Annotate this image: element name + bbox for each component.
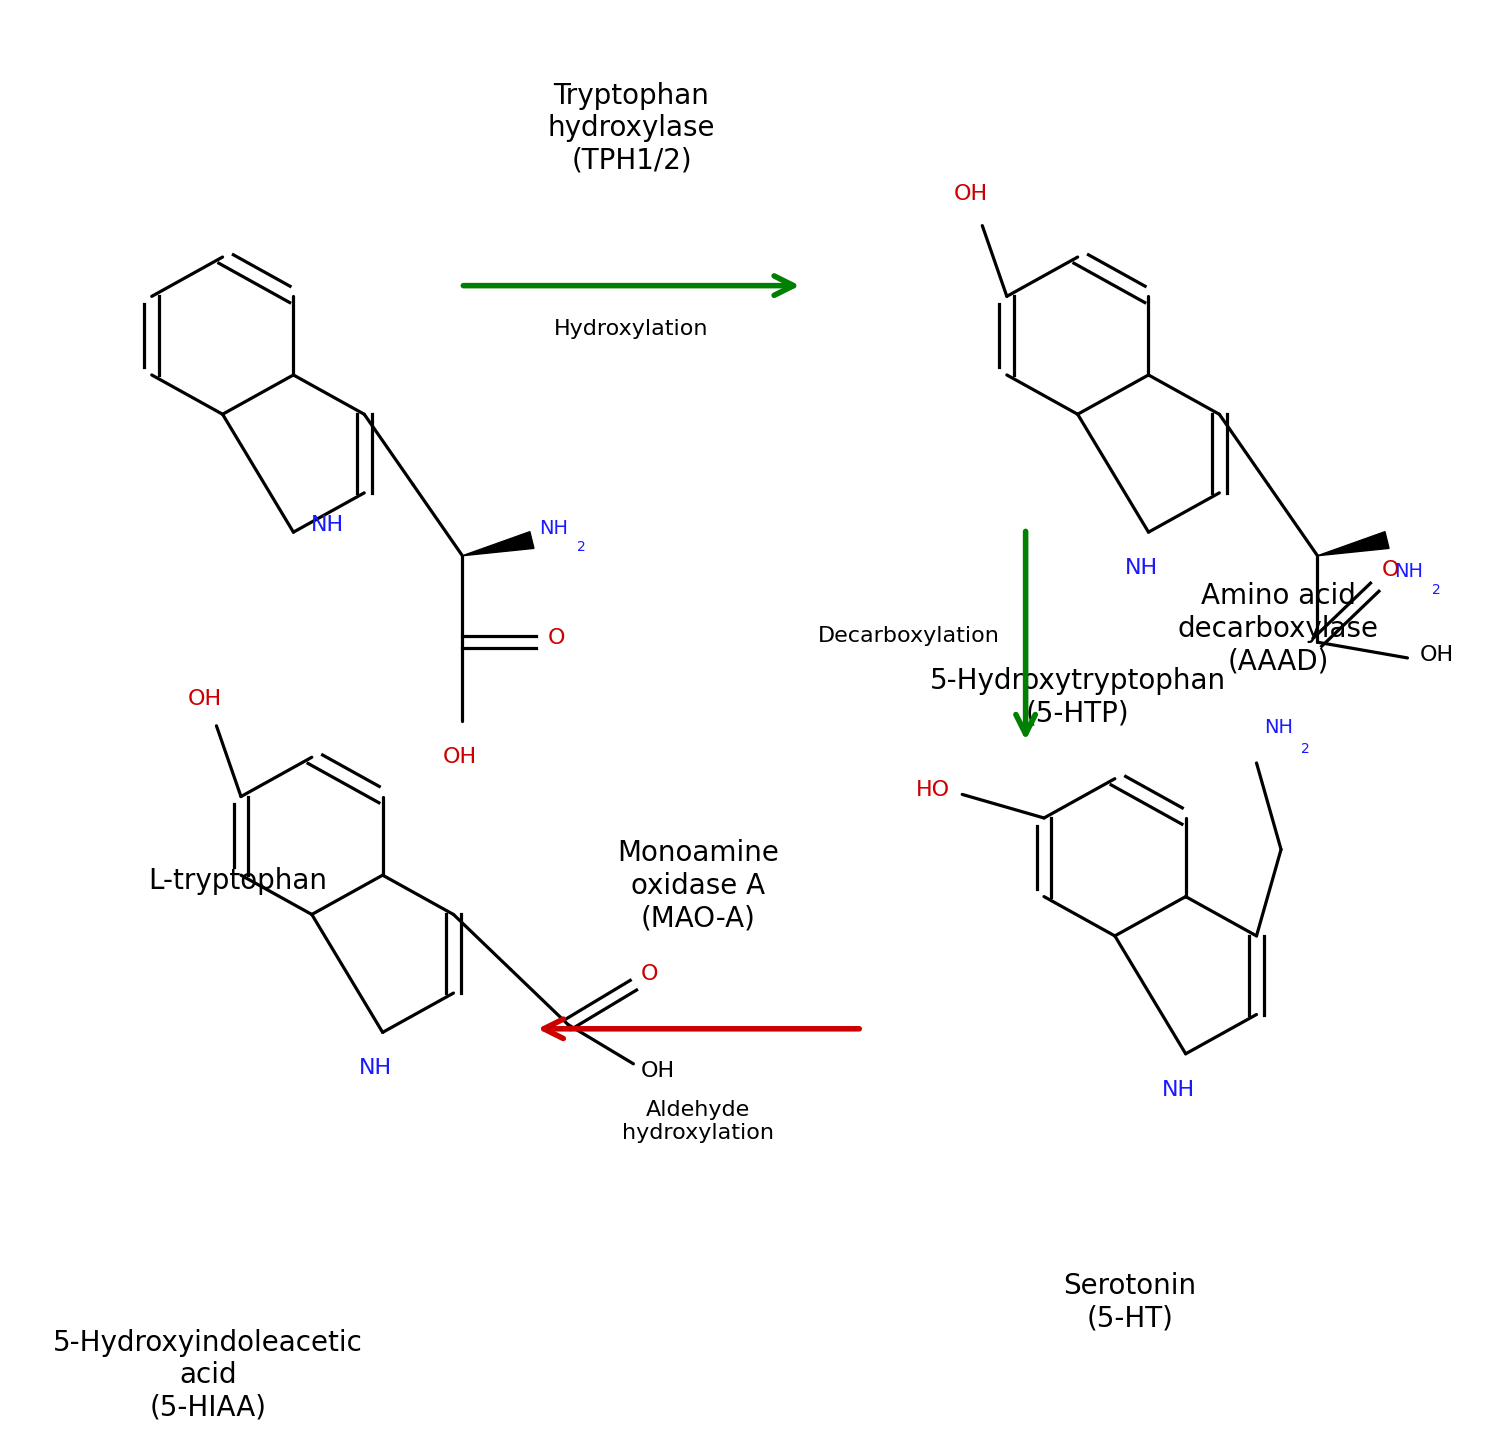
Polygon shape [462, 531, 534, 556]
Text: NH: NH [1124, 558, 1157, 578]
Text: Amino acid
decarboxylase
(AAAD): Amino acid decarboxylase (AAAD) [1178, 582, 1379, 675]
Text: O: O [548, 627, 566, 648]
Text: Aldehyde
hydroxylation: Aldehyde hydroxylation [623, 1101, 775, 1143]
Text: 2: 2 [1301, 742, 1310, 756]
Text: Decarboxylation: Decarboxylation [818, 626, 1000, 646]
Text: 2: 2 [1432, 584, 1441, 597]
Text: L-tryptophan: L-tryptophan [149, 867, 327, 896]
Text: Tryptophan
hydroxylase
(TPH1/2): Tryptophan hydroxylase (TPH1/2) [548, 81, 716, 174]
Text: OH: OH [641, 1061, 675, 1080]
Text: NH: NH [1264, 719, 1292, 738]
Text: NH: NH [359, 1059, 392, 1077]
Text: O: O [641, 964, 659, 984]
Text: OH: OH [443, 746, 476, 767]
Text: 5-Hydroxyindoleacetic
acid
(5-HIAA): 5-Hydroxyindoleacetic acid (5-HIAA) [53, 1329, 363, 1422]
Text: 5-Hydroxytryptophan
(5-HTP): 5-Hydroxytryptophan (5-HTP) [929, 668, 1226, 727]
Polygon shape [1318, 531, 1388, 556]
Text: OH: OH [1420, 645, 1453, 665]
Text: Monoamine
oxidase A
(MAO-A): Monoamine oxidase A (MAO-A) [617, 839, 779, 932]
Text: 2: 2 [576, 540, 585, 555]
Text: NH: NH [539, 518, 569, 539]
Text: OH: OH [953, 184, 988, 205]
Text: NH: NH [1394, 562, 1423, 581]
Text: NH: NH [1162, 1079, 1195, 1099]
Text: HO: HO [916, 780, 950, 800]
Text: OH: OH [188, 688, 222, 709]
Text: NH: NH [311, 515, 344, 534]
Text: Serotonin
(5-HT): Serotonin (5-HT) [1063, 1272, 1196, 1331]
Text: O: O [1382, 560, 1399, 579]
Text: Hydroxylation: Hydroxylation [554, 318, 708, 338]
